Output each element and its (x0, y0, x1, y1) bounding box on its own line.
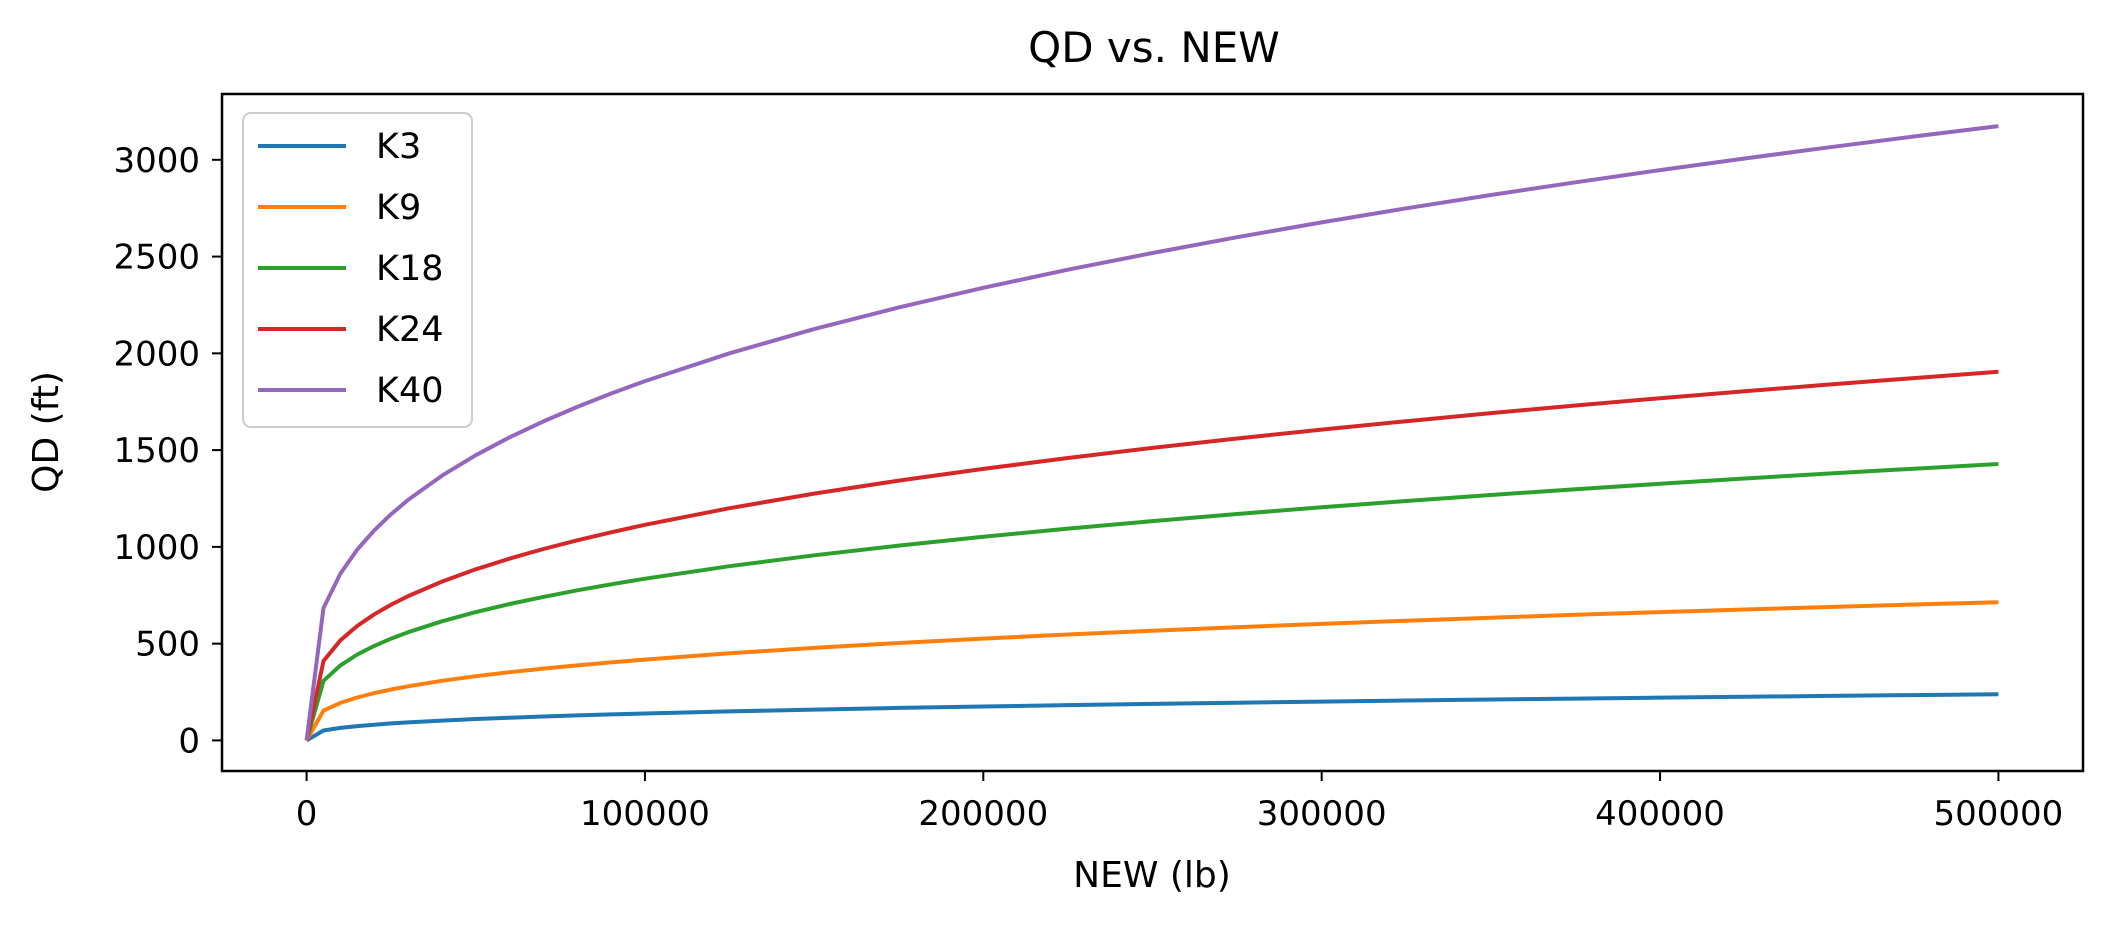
plot-area (304, 124, 1999, 743)
x-tick-label: 200000 (918, 794, 1048, 834)
y-tick-label: 1000 (113, 528, 200, 568)
y-tick-label: 3000 (113, 141, 200, 181)
x-axis-label: NEW (lb) (1073, 855, 1231, 896)
x-axis: 0 100000 200000 300000 400000 500000 (296, 771, 2064, 834)
y-tick-label: 0 (178, 721, 200, 761)
legend: K3 K9 K18 K24 K40 (242, 112, 473, 428)
legend-label-k40: K40 (376, 371, 444, 411)
legend-label-k3: K3 (376, 127, 421, 167)
x-tick-label: 0 (296, 794, 318, 834)
series-line-k40 (304, 124, 1999, 741)
legend-label-k18: K18 (376, 249, 444, 289)
series-line-k18 (304, 462, 1999, 741)
series-line-k24 (304, 369, 1999, 741)
y-tick-label: 2000 (113, 334, 200, 374)
y-tick-label: 500 (135, 625, 200, 665)
y-axis: 0 500 1000 1500 2000 2500 3000 (113, 141, 222, 761)
x-tick-label: 100000 (580, 794, 710, 834)
chart-title: QD vs. NEW (1028, 23, 1280, 72)
legend-label-k24: K24 (376, 310, 444, 350)
y-tick-label: 1500 (113, 431, 200, 471)
series-line-k3 (305, 692, 1999, 743)
plot-frame (220, 92, 2085, 773)
series-line-k9 (304, 600, 1999, 742)
y-axis-label: QD (ft) (26, 371, 67, 493)
legend-label-k9: K9 (376, 188, 421, 228)
legend-box (242, 112, 473, 428)
y-tick-label: 2500 (113, 238, 200, 278)
x-tick-label: 400000 (1595, 794, 1725, 834)
x-tick-label: 300000 (1257, 794, 1387, 834)
x-tick-label: 500000 (1934, 794, 2064, 834)
